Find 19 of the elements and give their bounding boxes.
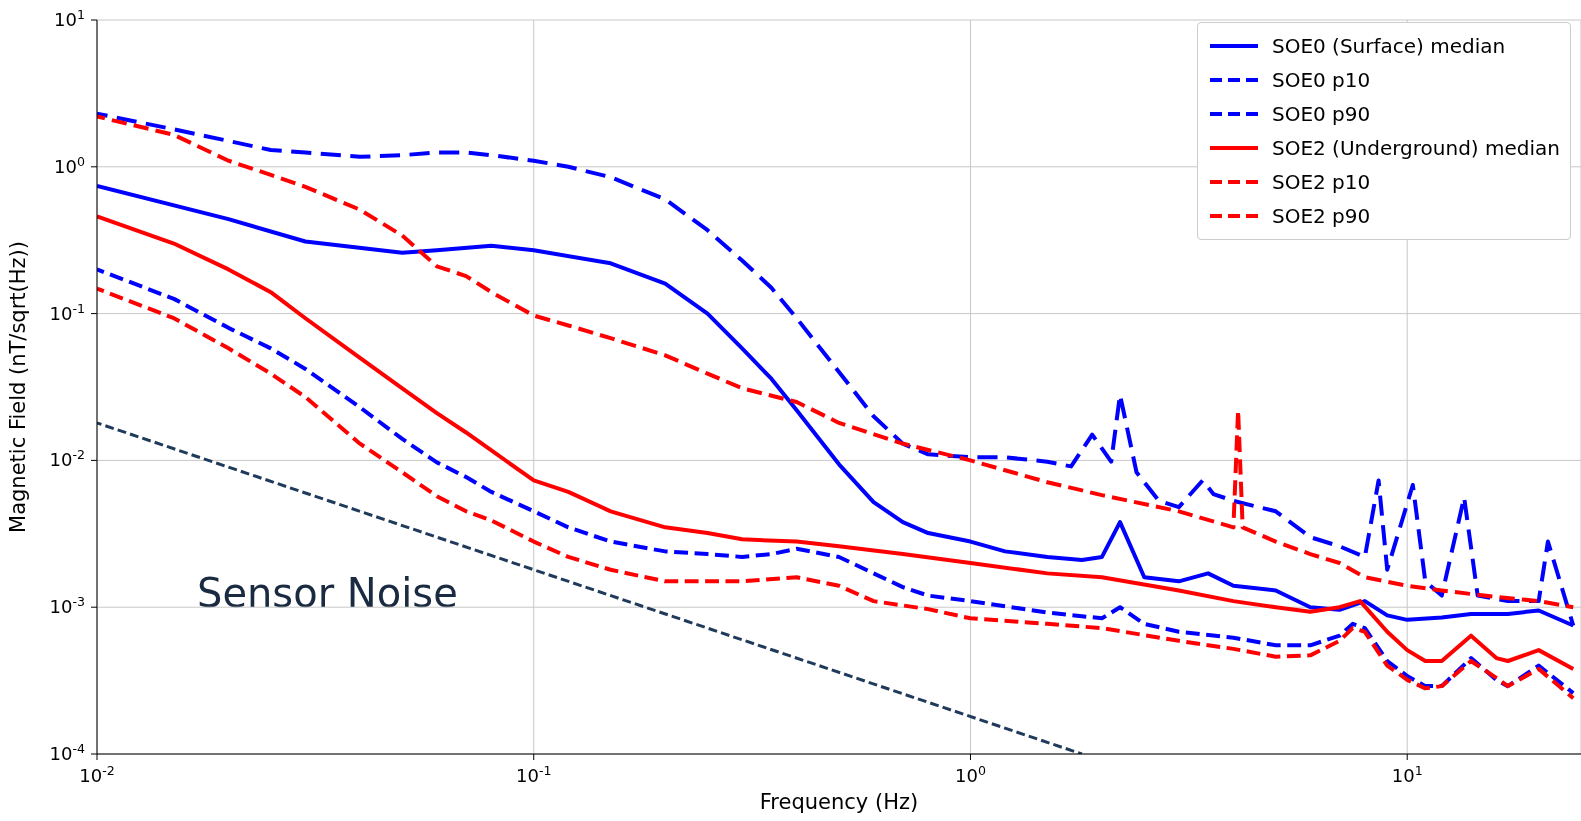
legend-label: SOE0 (Surface) median: [1271, 34, 1506, 58]
y-tick-label: 10$^{-3}$: [49, 593, 85, 618]
legend-label: SOE0 p10: [1271, 68, 1371, 92]
legend-label: SOE2 p10: [1271, 170, 1371, 194]
y-tick-label: 10$^{0}$: [54, 153, 85, 177]
y-tick-label: 10$^{1}$: [54, 6, 85, 30]
y-tick-label: 10$^{-1}$: [49, 300, 85, 324]
x-tick-label: 10$^{-2}$: [79, 762, 115, 786]
x-tick-label: 10$^{-1}$: [516, 762, 552, 786]
x-tick-label: 10$^{1}$: [1391, 762, 1423, 786]
y-tick-label: 10$^{-4}$: [49, 740, 85, 764]
x-tick-label: 10$^{0}$: [955, 762, 986, 786]
y-tick-label: 10$^{-2}$: [49, 446, 85, 471]
y-axis-title: Magnetic Field (nT/sqrt(Hz)): [6, 241, 31, 533]
annotation: Sensor Noise: [197, 570, 458, 616]
legend-label: SOE0 p90: [1271, 102, 1371, 126]
legend-label: SOE2 p90: [1271, 204, 1371, 228]
legend-label: SOE2 (Underground) median: [1271, 136, 1560, 160]
x-axis-title: Frequency (Hz): [759, 790, 919, 814]
